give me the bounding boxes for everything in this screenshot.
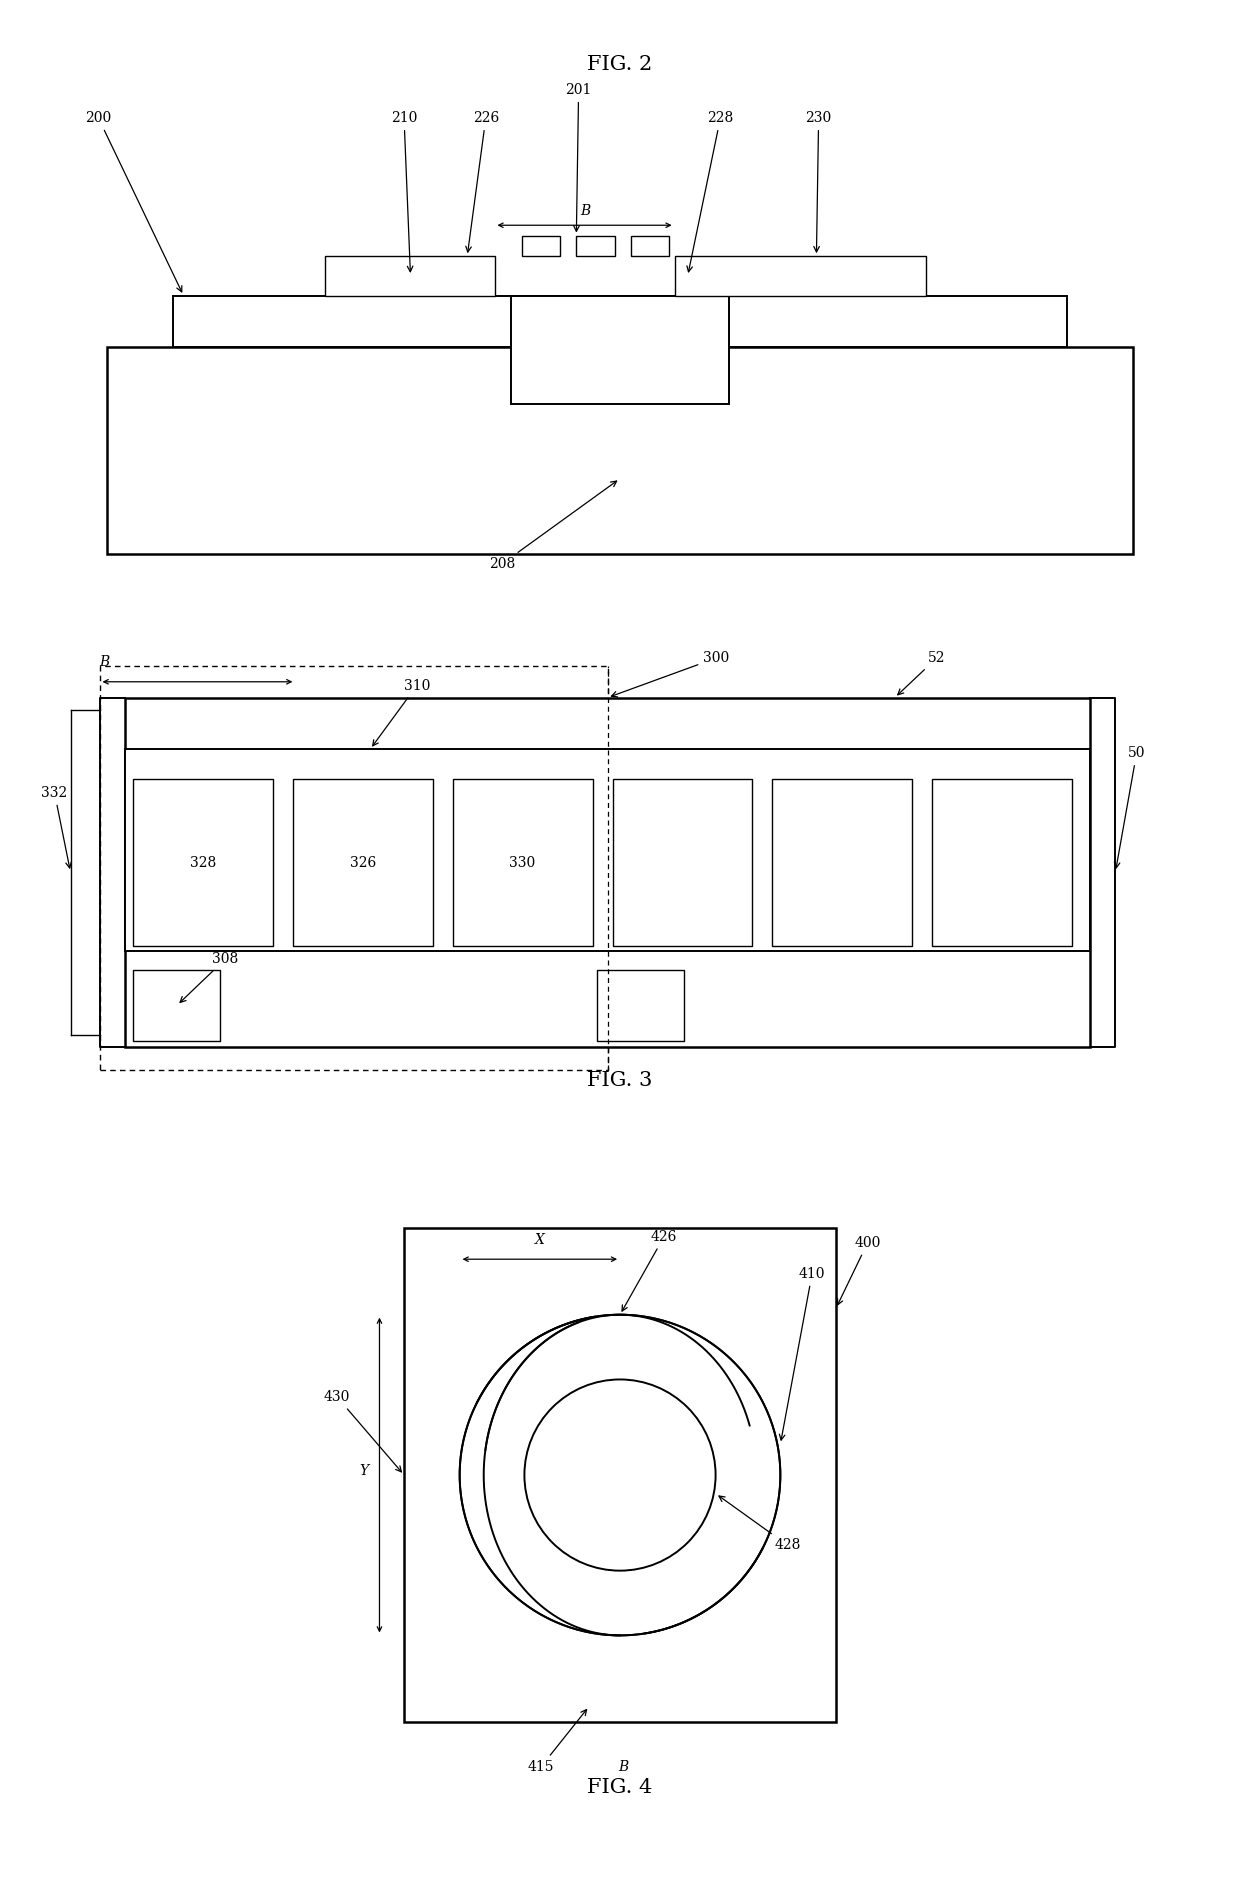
- Bar: [453, 779, 593, 946]
- Text: 330: 330: [510, 856, 536, 869]
- Text: Y: Y: [360, 1464, 368, 1477]
- Text: 226: 226: [466, 111, 498, 252]
- Text: 415: 415: [527, 1710, 587, 1774]
- Bar: [675, 257, 925, 297]
- Bar: [613, 779, 753, 946]
- Text: 430: 430: [324, 1391, 402, 1472]
- Text: FIG. 3: FIG. 3: [588, 1072, 652, 1091]
- Text: 308: 308: [180, 952, 238, 1002]
- Text: 426: 426: [622, 1229, 677, 1310]
- Bar: [631, 237, 670, 255]
- Text: 328: 328: [190, 856, 216, 869]
- Bar: [107, 347, 1133, 554]
- Bar: [133, 779, 273, 946]
- Text: 200: 200: [86, 111, 182, 291]
- Text: B: B: [580, 205, 590, 218]
- Text: FIG. 2: FIG. 2: [588, 56, 652, 75]
- Bar: [522, 237, 560, 255]
- Bar: [124, 698, 1090, 1047]
- Text: 201: 201: [565, 83, 591, 231]
- Text: FIG. 4: FIG. 4: [588, 1778, 652, 1796]
- Text: 410: 410: [780, 1267, 826, 1440]
- Bar: [577, 237, 615, 255]
- Text: 208: 208: [489, 481, 616, 571]
- Bar: [773, 779, 913, 946]
- Bar: [293, 779, 433, 946]
- Text: B: B: [99, 655, 110, 668]
- Bar: [124, 749, 1090, 952]
- Text: 50: 50: [1115, 747, 1146, 867]
- Text: 210: 210: [391, 111, 417, 272]
- Text: 310: 310: [373, 679, 430, 745]
- Text: B: B: [618, 1761, 629, 1774]
- Text: X: X: [534, 1233, 544, 1246]
- Bar: [404, 1228, 836, 1721]
- Bar: [596, 970, 684, 1042]
- Text: 428: 428: [719, 1496, 801, 1552]
- Bar: [932, 779, 1073, 946]
- Bar: [172, 297, 1068, 347]
- Bar: [133, 970, 221, 1042]
- Text: 228: 228: [687, 111, 734, 272]
- Text: 400: 400: [837, 1235, 880, 1305]
- Bar: [511, 297, 729, 404]
- Text: 230: 230: [806, 111, 832, 252]
- Bar: [325, 257, 495, 297]
- Bar: [99, 666, 608, 1070]
- Text: 332: 332: [41, 786, 72, 867]
- Text: 52: 52: [898, 651, 946, 694]
- Text: 326: 326: [350, 856, 376, 869]
- Text: 300: 300: [611, 651, 729, 696]
